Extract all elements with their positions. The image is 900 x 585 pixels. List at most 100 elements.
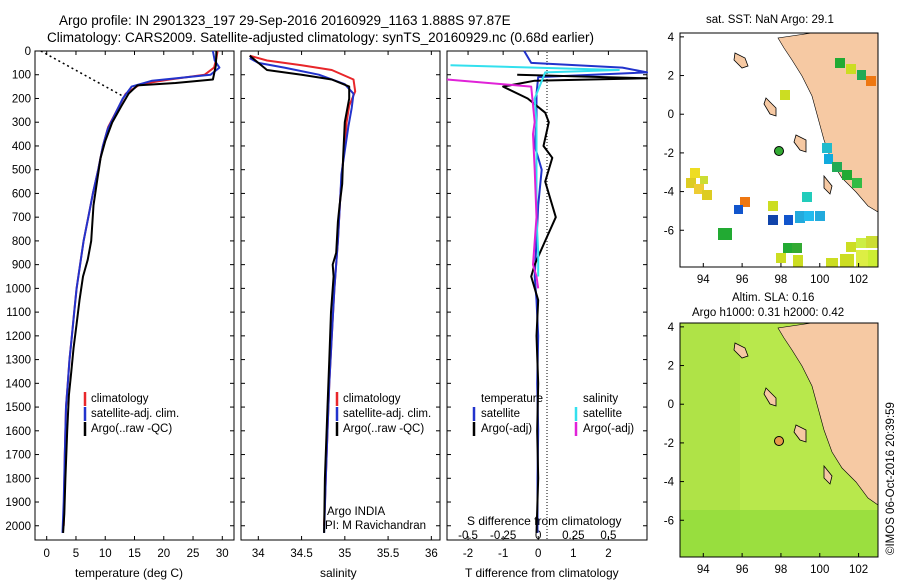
- depth-tick-label: 900: [12, 260, 31, 272]
- sst-cell: [857, 70, 866, 80]
- sst-cell: [686, 178, 696, 188]
- sst-cell: [768, 215, 778, 225]
- x-tick-label: 15: [128, 548, 141, 560]
- t-difference-axis-ticks: -2 -1 0 1 2: [463, 51, 612, 560]
- depth-tick-label: 1000: [5, 283, 31, 295]
- legend-label-argo: Argo(..raw -QC): [343, 423, 424, 435]
- x-tick-label: 0: [535, 548, 541, 560]
- depth-tick-label: 600: [12, 188, 31, 200]
- series-line-argo-raw-qc: [62, 50, 218, 533]
- depth-tick-label: 1300: [5, 355, 31, 367]
- island-pagai: [823, 464, 833, 485]
- legend-label-climatology: climatology: [91, 393, 149, 405]
- salinity-frame: [240, 50, 441, 541]
- salinity-panel: 34 34.5 35 35.5 36 salinity climatology sate…: [240, 50, 441, 580]
- s-diff-tick-label: -0.25: [490, 530, 516, 542]
- depth-tick-label: 800: [12, 236, 31, 248]
- sla-field-shade: [680, 510, 878, 557]
- map-lat-tick-label: 2: [668, 71, 674, 83]
- sla-map: Altim. SLA: 0.16 Argo h1000: 0.31 h2000:…: [664, 292, 879, 576]
- sst-cell: [856, 250, 868, 267]
- sst-cell: [694, 184, 704, 194]
- x-tick-label: 30: [216, 548, 229, 560]
- map-lat-tick-label: -2: [664, 438, 674, 450]
- depth-tick-label: 500: [12, 165, 31, 177]
- sst-cell: [840, 254, 854, 267]
- x-tick-label: 1: [570, 548, 576, 560]
- sst-cell: [815, 211, 825, 221]
- depth-tick-label: 1600: [5, 426, 31, 438]
- x-tick-label: 34.5: [290, 548, 312, 560]
- x-tick-label: -1: [498, 548, 508, 560]
- sla-map-title-line1: Altim. SLA: 0.16: [732, 292, 814, 304]
- legend-label-t-satellite: satellite: [481, 408, 520, 420]
- salinity-profile-lines: [249, 54, 357, 533]
- depth-tick-label: 1200: [5, 331, 31, 343]
- sst-cell: [866, 236, 878, 248]
- map-lat-tick-label: -6: [664, 225, 674, 237]
- sst-cell: [866, 76, 876, 86]
- sst-map-frame: [679, 32, 879, 268]
- series-line-satellite-adj-clim: [61, 50, 221, 533]
- sst-map-title: sat. SST: NaN Argo: 29.1: [706, 14, 834, 26]
- map-lon-tick-label: 94: [697, 564, 710, 576]
- sst-cell: [856, 238, 866, 248]
- sst-cell: [793, 255, 803, 267]
- legend-label-t-argo: Argo(-adj): [481, 423, 532, 435]
- s-diff-tick-label: 0.25: [562, 530, 584, 542]
- sst-cell: [802, 192, 812, 202]
- series-line-climatology: [249, 54, 357, 526]
- series-line-satellite-adj-clim: [249, 57, 355, 533]
- legend-heading-salinity: salinity: [583, 393, 618, 405]
- x-tick-label: 20: [157, 548, 170, 560]
- legend-label-s-argo: Argo(-adj): [583, 423, 634, 435]
- imos-credit-label: ©IMOS 06-Oct-2016 20:39:59: [885, 402, 897, 555]
- x-tick-label: 5: [73, 548, 79, 560]
- salinity-axis-label: salinity: [320, 566, 357, 580]
- surface-dotted-line: [40, 50, 124, 97]
- depth-axis-ticks: 0 100 200 300 400 500 600 700 800 900 1000 1100 1200…: [5, 46, 234, 533]
- sst-map: sat. SST: NaN Argo: 29.1: [664, 14, 879, 286]
- island-nias: [763, 97, 777, 117]
- map-lat-tick-label: -4: [664, 477, 675, 489]
- s-diff-tick-label: 0.5: [600, 530, 616, 542]
- island-simeulue: [733, 342, 749, 359]
- x-tick-label: 10: [99, 548, 112, 560]
- depth-tick-label: 300: [12, 117, 31, 129]
- temperature-panel: 0100200300400500600700800900100011001200…: [5, 46, 235, 580]
- map-lon-tick-label: 100: [810, 564, 829, 576]
- sst-cell: [718, 228, 732, 240]
- salinity-depth-ticks: [241, 50, 440, 527]
- island-siberut: [793, 134, 807, 153]
- map-lon-tick-label: 100: [810, 274, 829, 286]
- series-line-salinity-satellite: [450, 64, 620, 277]
- map-lon-tick-label: 94: [697, 274, 710, 286]
- temperature-axis-ticks: 0 5 10 15 20 25 30: [44, 51, 229, 560]
- t-difference-axis-label: T difference from climatology: [465, 566, 619, 580]
- sumatra-landmass: [777, 33, 878, 213]
- depth-tick-label: 100: [12, 70, 31, 82]
- map-lat-tick-label: 0: [668, 399, 674, 411]
- difference-depth-ticks: [447, 50, 647, 527]
- x-tick-label: 35: [338, 548, 351, 560]
- depth-tick-label: 1700: [5, 450, 31, 462]
- legend-label-satellite: satellite-adj. clim.: [91, 408, 179, 420]
- temperature-profile-lines: [61, 50, 221, 533]
- series-line-salinity-argo-adj: [446, 78, 540, 289]
- difference-profile-lines: [446, 50, 648, 533]
- map-lon-tick-label: 102: [849, 274, 868, 286]
- sst-cell: [734, 205, 743, 214]
- salinity-axis-ticks: 34 34.5 35 35.5 36: [252, 51, 438, 560]
- sla-map-ticks: 94 96 98 100 102 4 2 0 -2 -4 -6: [664, 322, 868, 576]
- sst-cell: [824, 154, 833, 164]
- map-lon-tick-label: 96: [736, 564, 749, 576]
- series-line-temperature-argo-adj: [502, 73, 648, 533]
- depth-tick-label: 1100: [6, 307, 31, 319]
- map-lon-tick-label: 98: [775, 274, 788, 286]
- x-tick-label: 35.5: [377, 548, 399, 560]
- map-lat-tick-label: 4: [668, 32, 675, 44]
- sst-cell: [784, 215, 793, 225]
- map-lat-tick-label: -6: [664, 515, 674, 527]
- sst-cell: [780, 90, 790, 100]
- sst-map-ticks: 94 96 98 100 102 4 2 0 -2 -4 -6: [664, 32, 868, 286]
